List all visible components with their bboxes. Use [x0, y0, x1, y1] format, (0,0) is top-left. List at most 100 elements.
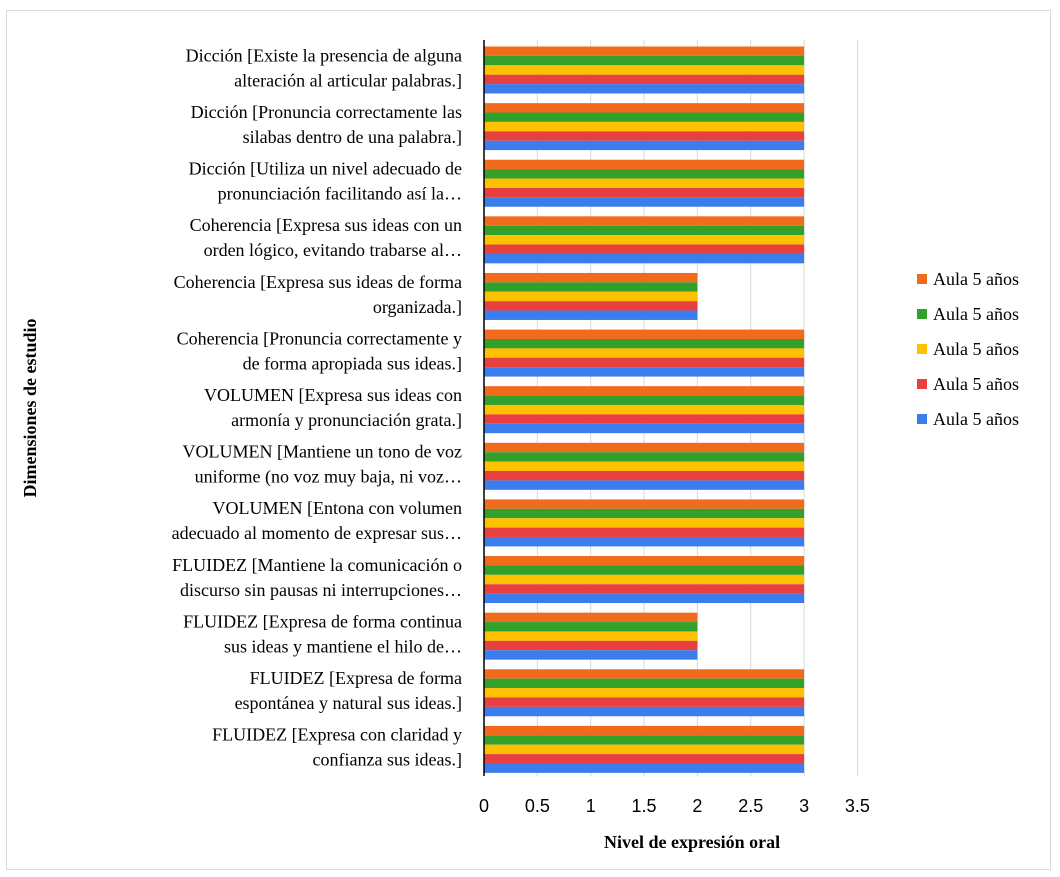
- bar: [484, 631, 698, 641]
- bar: [484, 612, 698, 623]
- bar: [484, 678, 805, 689]
- legend: Aula 5 años Aula 5 años Aula 5 años Aula 5 …: [917, 269, 1019, 429]
- bar: [484, 65, 805, 75]
- bar: [484, 121, 805, 132]
- x-tick-label: 1.5: [632, 796, 657, 816]
- category-label: Coherencia [Pronuncia correctamente y de …: [177, 328, 462, 373]
- legend-label: Aula 5 años: [933, 374, 1019, 394]
- category-label: VOLUMEN [Mantiene un tono de voz uniforme…: [183, 442, 462, 488]
- category-label: Coherencia [Expresa sus ideas de forma or…: [174, 272, 462, 317]
- category-label: FLUIDEZ [Expresa de forma continua sus id…: [183, 612, 462, 657]
- bar: [484, 103, 805, 113]
- bar: [484, 508, 805, 519]
- bar: [484, 735, 805, 745]
- bar: [484, 282, 698, 292]
- bar: [484, 338, 805, 349]
- y-axis-title: Dimensiones de estudio: [20, 318, 40, 497]
- bar: [484, 131, 805, 141]
- bar: [484, 697, 805, 707]
- category-label: VOLUMEN [Expresa sus ideas con armonía y …: [204, 385, 462, 430]
- legend-swatch: [917, 274, 927, 284]
- bar: [484, 442, 805, 453]
- bar: [484, 84, 805, 94]
- category-label: Dicción [Existe la presencia de alguna al…: [186, 45, 462, 90]
- legend-label: Aula 5 años: [933, 339, 1019, 359]
- category-labels: Dicción [Existe la presencia de alguna al…: [172, 45, 462, 769]
- bar: [484, 565, 805, 575]
- bar: [484, 744, 805, 755]
- bar: [484, 499, 805, 509]
- category-label: FLUIDEZ [Expresa con claridad y confianza…: [212, 725, 462, 770]
- bar: [484, 574, 805, 585]
- bar: [484, 584, 805, 594]
- legend-label: Aula 5 años: [933, 269, 1019, 289]
- bar: [484, 706, 805, 717]
- bar: [484, 301, 698, 311]
- category-label: FLUIDEZ [Mantiene la comunicación o discu…: [172, 555, 462, 600]
- bar: [484, 235, 805, 245]
- bar: [484, 159, 805, 170]
- bar: [484, 537, 805, 547]
- bar: [484, 480, 805, 490]
- bar: [484, 357, 805, 368]
- bar: [484, 386, 805, 396]
- legend-label: Aula 5 años: [933, 409, 1019, 429]
- bar: [484, 291, 698, 302]
- bar: [484, 725, 805, 736]
- category-label: Coherencia [Expresa sus ideas con un orde…: [190, 215, 462, 260]
- bar: [484, 669, 805, 679]
- bar: [484, 640, 698, 651]
- bar: [484, 140, 805, 151]
- bar: [484, 461, 805, 472]
- bar: [484, 348, 805, 358]
- legend-swatch: [917, 344, 927, 354]
- bar: [484, 423, 805, 434]
- bar: [484, 404, 805, 415]
- category-label: VOLUMEN [Entona con volumen adecuado al m…: [172, 498, 462, 543]
- x-axis-title: Nivel de expresión oral: [604, 832, 780, 852]
- bar: [484, 216, 805, 226]
- bar: [484, 112, 805, 122]
- x-tick-labels: 0 0.5 1 1.5 2 2.5 3 3.5: [479, 796, 870, 816]
- x-tick-label: 1: [586, 796, 596, 816]
- bar: [484, 754, 805, 764]
- bar: [484, 197, 805, 207]
- bar: [484, 178, 805, 188]
- bar: [484, 272, 698, 283]
- x-tick-label: 2: [692, 796, 702, 816]
- legend-label: Aula 5 años: [933, 304, 1019, 324]
- bar: [484, 452, 805, 462]
- bar: [484, 225, 805, 236]
- bar: [484, 169, 805, 179]
- bar: [484, 622, 698, 632]
- bar: [484, 527, 805, 538]
- bar: [484, 187, 805, 198]
- bar: [484, 471, 805, 481]
- bar: [484, 310, 698, 320]
- bar: [484, 329, 805, 339]
- category-label: Dicción [Pronuncia correctamente las sila…: [191, 102, 462, 147]
- bar: [484, 518, 805, 528]
- bar: [484, 414, 805, 424]
- bar: [484, 650, 698, 660]
- legend-swatch: [917, 379, 927, 389]
- bar: [484, 556, 805, 566]
- bar: [484, 253, 805, 264]
- bar: [484, 395, 805, 405]
- x-tick-label: 3: [799, 796, 809, 816]
- category-label: FLUIDEZ [Expresa de forma espontánea y na…: [235, 668, 462, 713]
- bars: [484, 46, 805, 773]
- bar: [484, 688, 805, 698]
- legend-swatch: [917, 414, 927, 424]
- legend-swatch: [917, 309, 927, 319]
- x-tick-label: 0: [479, 796, 489, 816]
- bar: [484, 74, 805, 85]
- bar: [484, 763, 805, 773]
- x-tick-label: 0.5: [525, 796, 550, 816]
- x-tick-label: 2.5: [738, 796, 763, 816]
- chart-frame: [6, 10, 1051, 870]
- category-label: Dicción [Utiliza un nivel adecuado de pro…: [189, 159, 462, 204]
- bar: [484, 367, 805, 377]
- bar: [484, 593, 805, 604]
- bar: [484, 244, 805, 254]
